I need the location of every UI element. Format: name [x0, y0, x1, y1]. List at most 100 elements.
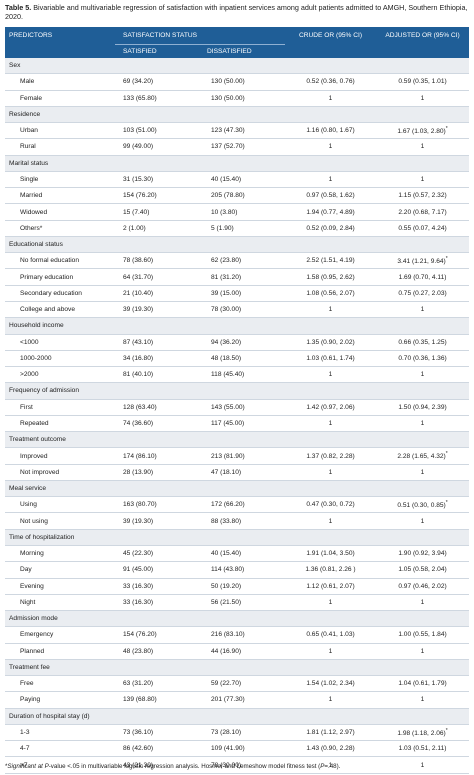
adjusted-or-cell: 1.50 (0.94, 2.39) [376, 399, 470, 416]
satisfied-cell: 39 (19.30) [115, 512, 203, 530]
satisfied-cell: 78 (38.60) [115, 252, 203, 270]
adjusted-or-value: 1 [420, 306, 425, 314]
subheader-row: SATISFIED DISSATISFIED [5, 44, 470, 58]
group-label: Duration of hospital stay (d) [5, 708, 470, 725]
predictor-cell: 1000-2000 [5, 350, 115, 368]
dissatisfied-cell: 10 (3.80) [203, 203, 286, 221]
table-row: Male 69 (34.20) 130 (50.00) 0.52 (0.36, 0.7… [5, 73, 470, 91]
group-label: Educational status [5, 236, 470, 254]
adjusted-or-value: 1.15 (0.57, 2.32) [398, 192, 447, 200]
adjusted-or-cell: 1.03 (0.51, 2.11) [376, 740, 470, 758]
adjusted-or-cell: 1 [376, 756, 470, 774]
adjusted-or-cell: 1 [376, 138, 470, 156]
predictor-cell: Primary education [5, 268, 115, 286]
dissatisfied-cell: 48 (18.50) [203, 350, 286, 368]
crude-or-cell: 1.91 (1.04, 3.50) [285, 545, 377, 563]
satisfied-cell: 174 (86.10) [115, 447, 203, 465]
adjusted-or-cell: 1 [376, 90, 470, 107]
predictor-cell: Planned [5, 643, 115, 660]
adjusted-or-value: 0.51 (0.30, 0.85) [397, 502, 446, 510]
predictor-cell: Evening [5, 578, 115, 595]
adjusted-or-value: 2.20 (0.68, 7.17) [398, 208, 447, 216]
satisfied-cell: 39 (19.30) [115, 301, 203, 319]
adjusted-or-value: 1.67 (1.03, 2.80) [397, 128, 446, 136]
dissatisfied-cell: 78 (30.00) [203, 756, 286, 774]
adjusted-or-cell: 0.66 (0.35, 1.25) [376, 334, 470, 351]
regression-table: PREDICTORS SATISFACTION STATUS CRUDE OR … [5, 27, 470, 774]
table-row: Night 33 (16.30) 56 (21.50) 1 1 [5, 594, 470, 612]
adjusted-or-cell: 1 [376, 366, 470, 384]
adjusted-or-cell: 1.15 (0.57, 2.32) [376, 187, 470, 205]
satisfied-cell: 31 (15.30) [115, 171, 203, 189]
crude-or-cell: 1.94 (0.77, 4.89) [285, 203, 377, 221]
predictor-cell: Urban [5, 122, 115, 140]
satisfied-cell: 33 (16.30) [115, 578, 203, 595]
table-caption: Table 5. Bivariable and multivariable re… [5, 3, 469, 22]
crude-or-cell: 1.54 (1.02, 2.34) [285, 675, 377, 693]
satisfied-cell: 81 (40.10) [115, 366, 203, 384]
adjusted-or-value: 1.05 (0.58, 2.04) [398, 566, 447, 574]
adjusted-or-value: 1 [420, 94, 425, 102]
subheader-blank [285, 44, 377, 58]
group-row: Marital status [5, 155, 470, 172]
adjusted-or-value: 1 [420, 419, 425, 427]
adjusted-or-cell: 1.67 (1.03, 2.80)* [376, 122, 470, 140]
table-row: Others* 2 (1.00) 5 (1.90) 0.52 (0.09, 2.84)… [5, 220, 470, 237]
adjusted-or-cell: 1.98 (1.18, 2.06)* [376, 724, 470, 742]
table-row: 1-3 73 (36.10) 73 (28.10) 1.81 (1.12, 2.97)… [5, 724, 470, 742]
significance-marker: * [445, 256, 448, 263]
table-row: Not improved 28 (13.90) 47 (18.10) 1 1 [5, 464, 470, 481]
table-row: 1000-2000 34 (16.80) 48 (18.50) 1.03 (0.61,… [5, 350, 470, 368]
table-row: Married 154 (76.20) 205 (78.80) 0.97 (0.58,… [5, 187, 470, 205]
predictor-cell: Rural [5, 138, 115, 156]
adjusted-or-cell: 1.00 (0.55, 1.84) [376, 626, 470, 644]
table-row: Emergency 154 (76.20) 216 (83.10) 0.65 (0.4… [5, 626, 470, 644]
satisfied-cell: 69 (34.20) [115, 73, 203, 91]
dissatisfied-cell: 40 (15.40) [203, 171, 286, 189]
significance-marker: * [445, 126, 448, 133]
table-row: Planned 48 (23.80) 44 (16.90) 1 1 [5, 643, 470, 660]
crude-or-cell: 1.37 (0.82, 2.28) [285, 447, 377, 465]
crude-or-cell: 1.12 (0.61, 2.07) [285, 578, 377, 595]
crude-or-cell: 1.35 (0.90, 2.02) [285, 334, 377, 351]
group-row: Frequency of admission [5, 382, 470, 400]
dissatisfied-cell: 205 (78.80) [203, 187, 286, 205]
crude-or-cell: 2.52 (1.51, 4.19) [285, 252, 377, 270]
table-body: Sex Male 69 (34.20) 130 (50.00) 0.52 (0.36, … [5, 58, 470, 774]
significance-marker: * [445, 727, 448, 734]
dissatisfied-cell: 50 (19.20) [203, 578, 286, 595]
adjusted-or-value: 1 [420, 175, 425, 183]
satisfied-cell: 139 (68.80) [115, 691, 203, 709]
adjusted-or-cell: 0.59 (0.35, 1.01) [376, 73, 470, 91]
predictor-cell: Paying [5, 691, 115, 709]
header-dissatisfied: DISSATISFIED [203, 44, 286, 58]
group-row: Meal service [5, 480, 470, 498]
crude-or-cell: 1 [285, 691, 377, 709]
satisfied-cell: 154 (76.20) [115, 626, 203, 644]
adjusted-or-cell: 2.28 (1.65, 4.32)* [376, 447, 470, 465]
crude-or-cell: 1 [285, 415, 377, 433]
crude-or-cell: 1.43 (0.90, 2.28) [285, 740, 377, 758]
satisfied-cell: 48 (23.80) [115, 643, 203, 660]
adjusted-or-cell: 0.75 (0.27, 2.03) [376, 285, 470, 302]
adjusted-or-value: 1 [420, 696, 425, 704]
header-adjusted-or: ADJUSTED OR (95% CI) [376, 27, 470, 45]
crude-or-cell: 1 [285, 138, 377, 156]
dissatisfied-cell: 109 (41.90) [203, 740, 286, 758]
predictor-cell: Secondary education [5, 285, 115, 302]
dissatisfied-cell: 39 (15.00) [203, 285, 286, 302]
satisfied-cell: 74 (36.60) [115, 415, 203, 433]
predictor-cell: College and above [5, 301, 115, 319]
dissatisfied-cell: 40 (15.40) [203, 545, 286, 563]
table-row: Female 133 (65.80) 130 (50.00) 1 1 [5, 90, 470, 107]
predictor-cell: Free [5, 675, 115, 693]
table-row: Using 163 (80.70) 172 (66.20) 0.47 (0.30, 0… [5, 496, 470, 514]
crude-or-cell: 1 [285, 366, 377, 384]
satisfied-cell: 87 (43.10) [115, 334, 203, 351]
subheader-blank [376, 44, 470, 58]
satisfied-cell: 64 (31.70) [115, 268, 203, 286]
crude-or-cell: 1.36 (0.81, 2.26 ) [285, 561, 377, 579]
crude-or-cell: 1.42 (0.97, 2.06) [285, 399, 377, 416]
predictor-cell: Male [5, 73, 115, 91]
